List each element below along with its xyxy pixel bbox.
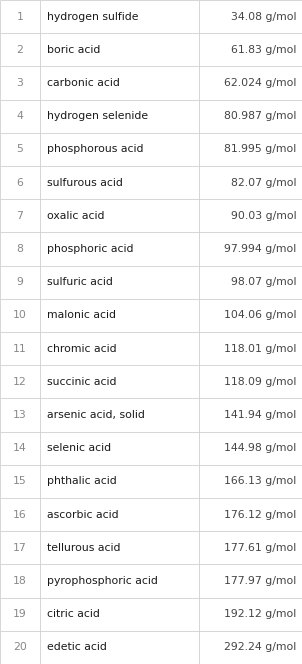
Text: 97.994 g/mol: 97.994 g/mol xyxy=(224,244,297,254)
Text: 14: 14 xyxy=(13,443,27,454)
Text: 3: 3 xyxy=(17,78,23,88)
Text: boric acid: boric acid xyxy=(47,44,101,55)
Text: 20: 20 xyxy=(13,642,27,653)
Text: 18: 18 xyxy=(13,576,27,586)
Text: 141.94 g/mol: 141.94 g/mol xyxy=(224,410,297,420)
Text: sulfuric acid: sulfuric acid xyxy=(47,277,113,288)
Text: 82.07 g/mol: 82.07 g/mol xyxy=(231,177,297,188)
Text: carbonic acid: carbonic acid xyxy=(47,78,120,88)
Text: succinic acid: succinic acid xyxy=(47,376,117,387)
Text: 118.09 g/mol: 118.09 g/mol xyxy=(224,376,297,387)
Text: 12: 12 xyxy=(13,376,27,387)
Text: 90.03 g/mol: 90.03 g/mol xyxy=(231,210,297,221)
Text: 104.06 g/mol: 104.06 g/mol xyxy=(224,310,297,321)
Text: 61.83 g/mol: 61.83 g/mol xyxy=(231,44,297,55)
Text: chromic acid: chromic acid xyxy=(47,343,117,354)
Text: 5: 5 xyxy=(17,144,23,155)
Text: hydrogen sulfide: hydrogen sulfide xyxy=(47,11,139,22)
Text: 11: 11 xyxy=(13,343,27,354)
Text: ascorbic acid: ascorbic acid xyxy=(47,509,119,520)
Text: 15: 15 xyxy=(13,476,27,487)
Text: 62.024 g/mol: 62.024 g/mol xyxy=(224,78,297,88)
Text: 9: 9 xyxy=(17,277,23,288)
Text: 80.987 g/mol: 80.987 g/mol xyxy=(224,111,297,122)
Text: phosphoric acid: phosphoric acid xyxy=(47,244,134,254)
Text: 166.13 g/mol: 166.13 g/mol xyxy=(224,476,297,487)
Text: 2: 2 xyxy=(17,44,23,55)
Text: 177.61 g/mol: 177.61 g/mol xyxy=(224,542,297,553)
Text: 13: 13 xyxy=(13,410,27,420)
Text: 16: 16 xyxy=(13,509,27,520)
Text: pyrophosphoric acid: pyrophosphoric acid xyxy=(47,576,158,586)
Text: tellurous acid: tellurous acid xyxy=(47,542,121,553)
Text: phosphorous acid: phosphorous acid xyxy=(47,144,144,155)
Text: 177.97 g/mol: 177.97 g/mol xyxy=(224,576,297,586)
Text: 8: 8 xyxy=(17,244,23,254)
Text: 1: 1 xyxy=(17,11,23,22)
Text: 4: 4 xyxy=(17,111,23,122)
Text: arsenic acid, solid: arsenic acid, solid xyxy=(47,410,145,420)
Text: 176.12 g/mol: 176.12 g/mol xyxy=(224,509,297,520)
Text: 192.12 g/mol: 192.12 g/mol xyxy=(224,609,297,620)
Text: 17: 17 xyxy=(13,542,27,553)
Text: 81.995 g/mol: 81.995 g/mol xyxy=(224,144,297,155)
Text: 118.01 g/mol: 118.01 g/mol xyxy=(224,343,297,354)
Text: 292.24 g/mol: 292.24 g/mol xyxy=(224,642,297,653)
Text: 6: 6 xyxy=(17,177,23,188)
Text: citric acid: citric acid xyxy=(47,609,100,620)
Text: 98.07 g/mol: 98.07 g/mol xyxy=(231,277,297,288)
Text: malonic acid: malonic acid xyxy=(47,310,116,321)
Text: 7: 7 xyxy=(17,210,23,221)
Text: 144.98 g/mol: 144.98 g/mol xyxy=(224,443,297,454)
Text: oxalic acid: oxalic acid xyxy=(47,210,105,221)
Text: 34.08 g/mol: 34.08 g/mol xyxy=(231,11,297,22)
Text: sulfurous acid: sulfurous acid xyxy=(47,177,123,188)
Text: 19: 19 xyxy=(13,609,27,620)
Text: selenic acid: selenic acid xyxy=(47,443,111,454)
Text: hydrogen selenide: hydrogen selenide xyxy=(47,111,149,122)
Text: edetic acid: edetic acid xyxy=(47,642,107,653)
Text: phthalic acid: phthalic acid xyxy=(47,476,117,487)
Text: 10: 10 xyxy=(13,310,27,321)
